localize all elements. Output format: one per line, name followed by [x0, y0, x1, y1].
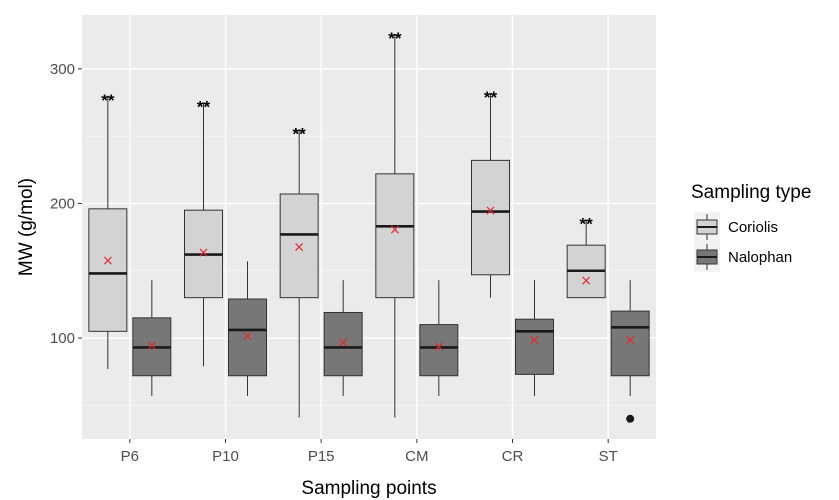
- x-tick-label: P6: [121, 448, 139, 465]
- box-coriolis-p6: ×: [88, 95, 128, 370]
- mean-marker: ×: [146, 338, 158, 354]
- y-axis: 100 200 300: [50, 61, 82, 347]
- significance-label: **: [580, 215, 594, 234]
- box-body: [323, 311, 363, 377]
- mean-marker: ×: [198, 245, 210, 261]
- mean-marker: ×: [293, 240, 305, 256]
- legend-item-coriolis: Coriolis: [694, 212, 778, 242]
- x-tick-label: P15: [308, 448, 335, 465]
- mean-marker: ×: [624, 332, 636, 348]
- box-nalophan-p15: ×: [323, 280, 363, 396]
- box-nalophan-st: ×: [610, 280, 650, 423]
- box-coriolis-st: ×: [566, 219, 606, 299]
- mean-marker: ×: [433, 339, 445, 355]
- y-tick-label: 200: [50, 195, 75, 212]
- mean-marker: ×: [485, 203, 497, 219]
- mean-marker: ×: [337, 335, 349, 351]
- y-tick-label: 300: [50, 61, 75, 78]
- box-nalophan-p10: ×: [228, 261, 267, 396]
- plot-panel: [82, 15, 656, 439]
- box-body: [471, 159, 510, 276]
- box-body: [419, 324, 459, 377]
- y-axis-title: MW (g/mol): [16, 178, 37, 276]
- x-axis-title: Sampling points: [301, 478, 436, 499]
- outlier-point: [626, 414, 635, 423]
- mean-marker: ×: [529, 332, 541, 348]
- legend-label: Coriolis: [728, 219, 778, 236]
- box-coriolis-cr: ×: [471, 93, 510, 298]
- box-body: [279, 193, 319, 299]
- box-nalophan-cm: ×: [419, 280, 459, 396]
- significance-label: **: [293, 124, 307, 143]
- box-coriolis-p15: ×: [279, 129, 319, 418]
- box-body: [610, 310, 650, 377]
- x-tick-label: CM: [405, 448, 428, 465]
- box-body: [228, 298, 267, 377]
- box-coriolis-p10: ×: [184, 102, 223, 367]
- significance-label: **: [197, 97, 211, 116]
- mean-marker: ×: [389, 222, 401, 238]
- box-body: [515, 318, 554, 375]
- x-tick-label: P10: [212, 448, 239, 465]
- x-tick-label: CR: [502, 448, 524, 465]
- y-tick-label: 100: [50, 330, 75, 347]
- significance-label: **: [388, 29, 402, 48]
- box-nalophan-p6: ×: [132, 280, 172, 396]
- significance-annotations: ** ** ** ** ** **: [101, 29, 593, 234]
- grid-lines: [82, 15, 656, 439]
- significance-label: **: [484, 88, 498, 107]
- mean-marker: ×: [580, 273, 592, 289]
- legend: Sampling type Coriolis Nalophan: [691, 182, 811, 272]
- mean-marker: ×: [242, 328, 254, 344]
- legend-label: Nalophan: [728, 249, 792, 266]
- legend-item-nalophan: Nalophan: [694, 242, 792, 272]
- box-body: [375, 173, 415, 299]
- legend-title: Sampling type: [691, 182, 811, 203]
- significance-label: **: [101, 91, 115, 110]
- box-series: × × × × × × × × × × × ×: [88, 33, 650, 423]
- box-nalophan-cr: ×: [515, 280, 554, 396]
- box-body: [88, 208, 128, 332]
- box-coriolis-cm: ×: [375, 33, 415, 418]
- x-tick-label: ST: [599, 448, 618, 465]
- mean-marker: ×: [102, 253, 114, 269]
- x-axis: P6 P10 P15 CM CR ST: [121, 439, 618, 465]
